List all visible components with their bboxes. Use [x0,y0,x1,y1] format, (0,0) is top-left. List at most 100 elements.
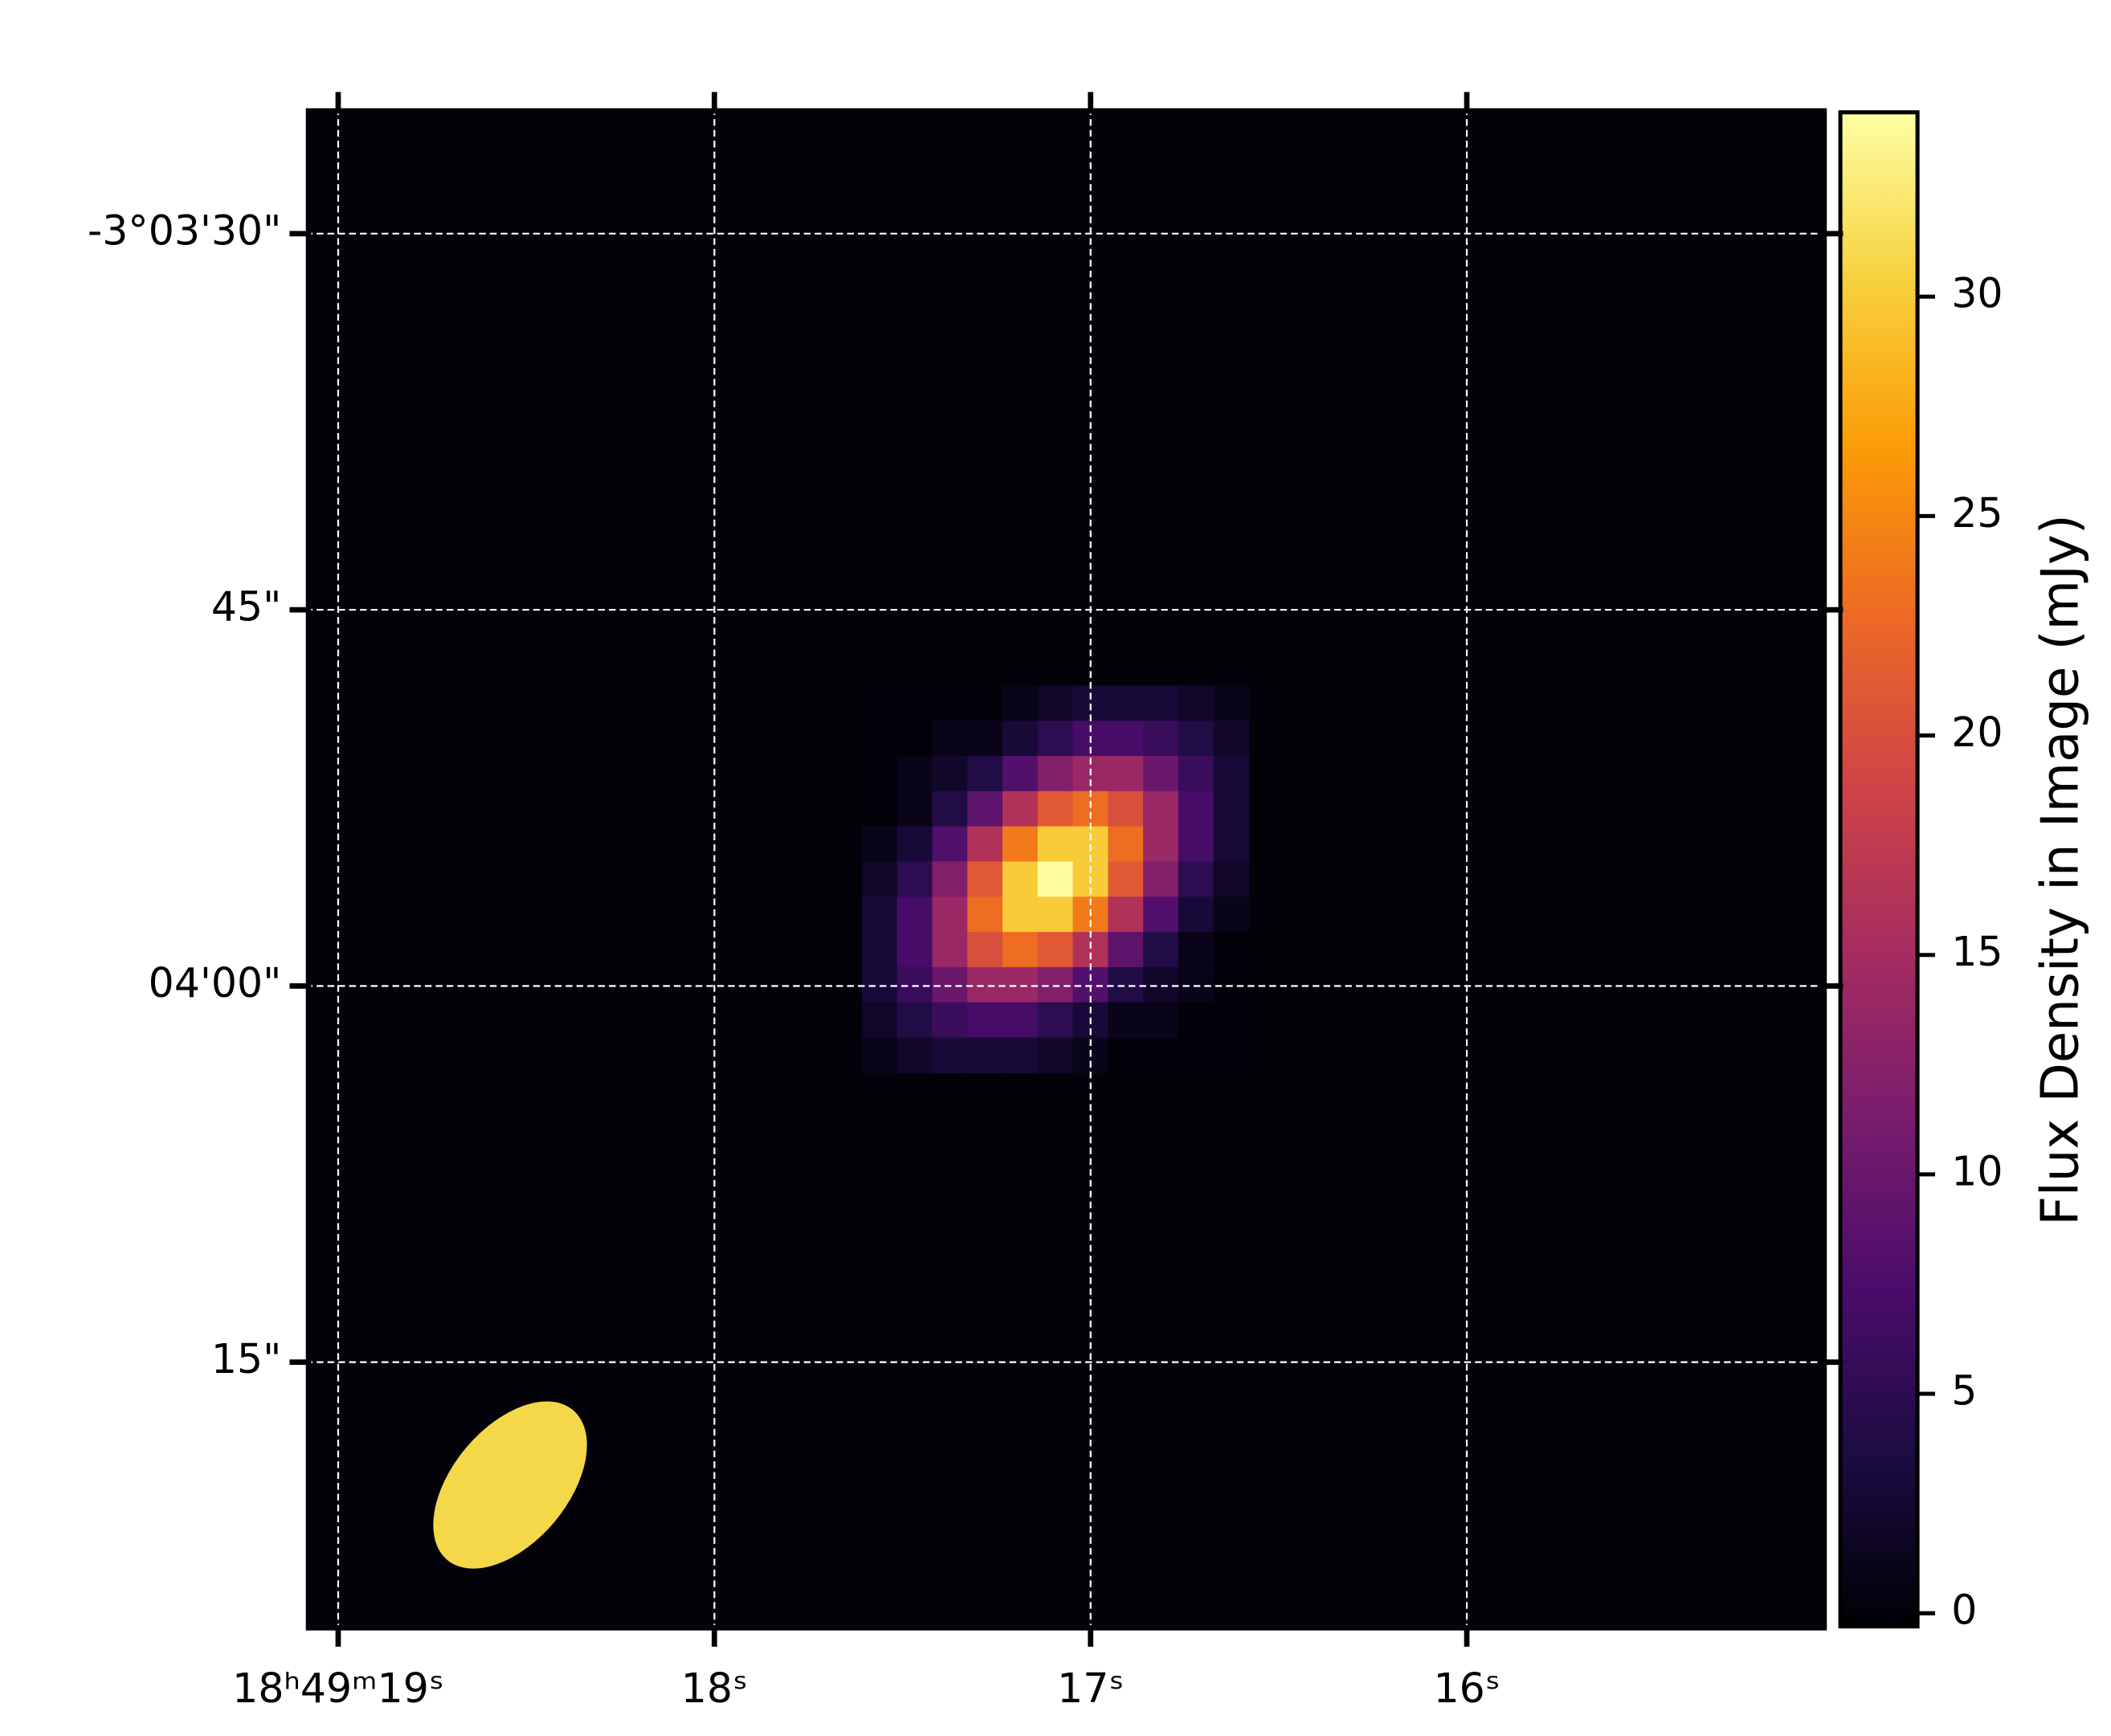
pixel [1178,790,1215,827]
pixel [1108,1002,1144,1039]
pixel [861,790,898,827]
pixel [861,966,898,1003]
pixel [1178,861,1215,898]
pixel [896,721,933,757]
pixel [1178,932,1215,968]
pixel [967,897,1003,933]
pixel [896,826,933,863]
pixel [861,897,898,933]
pixel [1213,1002,1250,1039]
pixel [967,1002,1003,1039]
x-tick-label: 18ˢ [681,1665,748,1712]
pixel [1072,790,1109,827]
pixel [1002,966,1039,1003]
pixel [1178,826,1215,863]
pixel [1213,966,1250,1003]
pixel [1213,826,1250,863]
pixel [1143,861,1179,898]
pixel [1108,1037,1144,1074]
colorbar-label: Flux Density in Image (mJy) [2031,514,2091,1225]
pixel [1143,826,1179,863]
pixel [1178,1037,1215,1074]
pixel [1143,897,1179,933]
pixel [1108,932,1144,968]
pixel [1037,1002,1074,1039]
pixel [1037,755,1074,792]
colorbar-tick-label: 25 [1951,489,2003,537]
pixel [1002,755,1039,792]
pixel [967,966,1003,1003]
pixel [932,932,969,968]
pixel [967,826,1003,863]
pixel [1108,897,1144,933]
pixel [932,755,969,792]
pixel [861,755,898,792]
pixel [896,932,933,968]
pixel [896,966,933,1003]
pixel [1108,790,1144,827]
pixel [1178,721,1215,757]
pixel [1002,1002,1039,1039]
pixel [932,1037,969,1074]
pixel [896,897,933,933]
x-tick-label: 17ˢ [1057,1665,1124,1712]
pixel [1213,932,1250,968]
pixel [861,826,898,863]
pixel [967,790,1003,827]
pixel [896,861,933,898]
pixel [967,755,1003,792]
pixel [932,861,969,898]
colorbar-tick-label: 15 [1951,928,2003,975]
pixel [1213,755,1250,792]
pixel [1002,790,1039,827]
pixel [1143,755,1179,792]
pixel [896,685,933,722]
pixel [1213,861,1250,898]
pixel [861,1002,898,1039]
x-tick-label: 18ʰ49ᵐ19ˢ [232,1665,444,1712]
pixel [1213,721,1250,757]
y-tick-label: 45" [211,583,282,631]
pixel [1213,685,1250,722]
colorbar [1838,110,1920,1629]
y-tick-label: 04'00" [149,959,282,1007]
pixel [896,790,933,827]
y-tick-label: 15" [211,1335,282,1383]
pixel [1037,966,1074,1003]
pixel [967,721,1003,757]
pixel [1178,1002,1215,1039]
pixel [1213,1037,1250,1074]
pixel [1213,897,1250,933]
pixel [1178,966,1215,1003]
pixel [1143,932,1179,968]
pixel [1002,897,1039,933]
pixel [1037,721,1074,757]
colorbar-tick-label: 30 [1951,270,2003,317]
pixel [1037,932,1074,968]
pixel [1213,790,1250,827]
pixel [896,1002,933,1039]
pixel [1037,861,1074,898]
colorbar-tick-label: 20 [1951,709,2003,756]
pixel [932,685,969,722]
colorbar-tick-label: 0 [1951,1587,1977,1634]
pixel [967,861,1003,898]
pixel [967,932,1003,968]
pixel [932,721,969,757]
pixel [1143,1037,1179,1074]
pixel [1037,790,1074,827]
pixel [1037,685,1074,722]
pixel [1108,685,1144,722]
pixel [1002,861,1039,898]
colorbar-tick-label: 5 [1951,1367,1977,1415]
pixel [1178,755,1215,792]
pixel [861,685,898,722]
pixel [1178,897,1215,933]
x-tick-label: 16ˢ [1433,1665,1500,1712]
pixel [1002,826,1039,863]
pixel [1143,685,1179,722]
pixel [1108,755,1144,792]
pixel [861,721,898,757]
pixel [896,755,933,792]
pixel [1108,721,1144,757]
